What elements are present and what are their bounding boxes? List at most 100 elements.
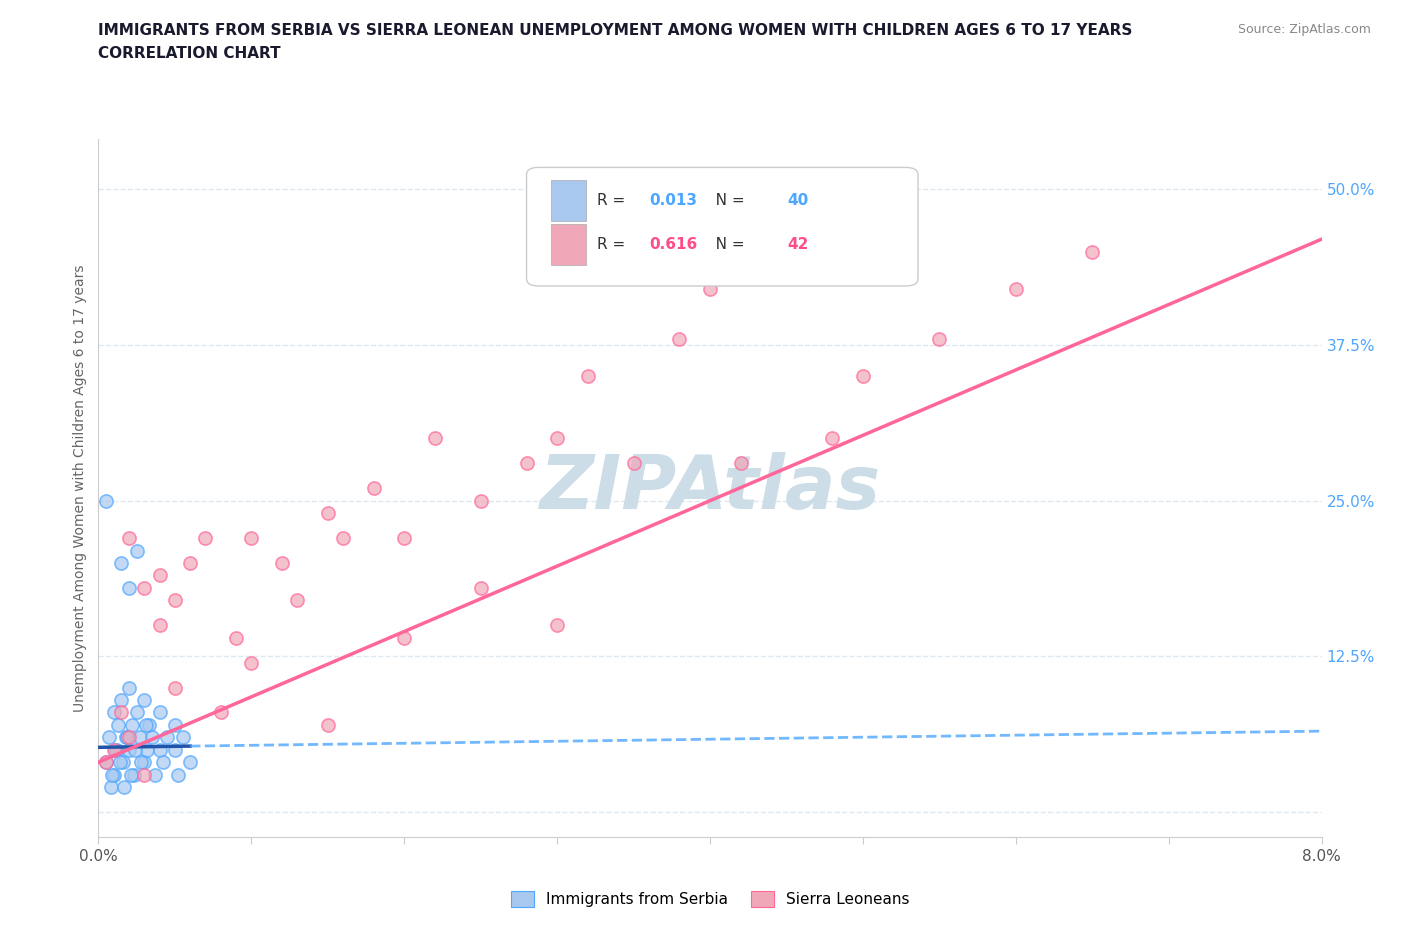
Point (163, 742, 186, 757)
Point (240, 656, 263, 671)
Point (316, 717, 339, 732)
Point (128, 730, 150, 745)
Point (516, 456, 538, 471)
Point (270, 555, 294, 570)
Point (125, 543, 148, 558)
Point (163, 680, 186, 695)
Point (121, 717, 143, 732)
Point (546, 618, 568, 632)
Point (112, 779, 135, 794)
FancyBboxPatch shape (526, 167, 918, 286)
Point (118, 730, 141, 745)
Point (363, 481, 385, 496)
Point (129, 755, 152, 770)
Text: R =: R = (598, 193, 631, 207)
Point (122, 767, 145, 782)
Point (124, 742, 146, 757)
Point (285, 593, 308, 608)
Point (118, 680, 141, 695)
Point (209, 705, 232, 720)
Text: N =: N = (702, 193, 749, 207)
Point (111, 755, 134, 770)
Point (105, 742, 128, 757)
Text: ZIPAtlas: ZIPAtlas (540, 452, 880, 525)
Text: N =: N = (702, 236, 749, 252)
Point (135, 717, 157, 732)
Point (775, 269, 797, 284)
FancyBboxPatch shape (551, 223, 586, 265)
Point (103, 767, 125, 782)
Point (143, 767, 166, 782)
Point (125, 705, 148, 720)
Text: 0.616: 0.616 (648, 236, 697, 252)
Point (699, 282, 721, 297)
Point (136, 742, 159, 757)
Legend: Immigrants from Serbia, Sierra Leoneans: Immigrants from Serbia, Sierra Leoneans (505, 884, 915, 913)
Text: 0.013: 0.013 (648, 193, 697, 207)
Point (240, 531, 263, 546)
Point (134, 693, 156, 708)
Point (852, 368, 875, 383)
Point (104, 742, 127, 757)
Point (94, 755, 117, 770)
Point (194, 531, 217, 546)
Point (94, 755, 117, 770)
Point (470, 493, 492, 508)
Point (110, 555, 132, 570)
Point (1004, 282, 1026, 297)
Point (225, 631, 247, 645)
Point (107, 717, 129, 732)
Point (101, 767, 124, 782)
Point (134, 755, 156, 770)
Point (118, 580, 141, 595)
Point (108, 755, 131, 770)
Point (149, 568, 172, 583)
Y-axis label: Unemployment Among Women with Children Ages 6 to 17 years: Unemployment Among Women with Children A… (73, 264, 87, 712)
Point (470, 580, 492, 595)
Point (576, 368, 599, 383)
Point (94, 493, 117, 508)
Point (103, 705, 125, 720)
Point (546, 431, 568, 445)
Text: 42: 42 (787, 236, 808, 252)
Text: IMMIGRANTS FROM SERBIA VS SIERRA LEONEAN UNEMPLOYMENT AMONG WOMEN WITH CHILDREN : IMMIGRANTS FROM SERBIA VS SIERRA LEONEAN… (98, 23, 1133, 38)
Point (730, 456, 752, 471)
Point (152, 755, 174, 770)
Point (149, 705, 172, 720)
Point (423, 431, 446, 445)
Point (156, 730, 179, 745)
Point (821, 431, 844, 445)
Point (163, 593, 186, 608)
Point (316, 506, 339, 521)
Text: CORRELATION CHART: CORRELATION CHART (98, 46, 281, 61)
Text: 40: 40 (787, 193, 808, 207)
Point (110, 693, 132, 708)
Point (392, 531, 416, 546)
Point (392, 631, 416, 645)
Point (149, 618, 172, 632)
FancyBboxPatch shape (551, 179, 586, 220)
Point (179, 755, 201, 770)
Point (172, 730, 194, 745)
Point (167, 767, 190, 782)
Point (149, 742, 172, 757)
Point (110, 705, 132, 720)
Point (163, 717, 186, 732)
Text: Source: ZipAtlas.com: Source: ZipAtlas.com (1237, 23, 1371, 36)
Point (134, 767, 156, 782)
Point (134, 580, 156, 595)
Point (668, 331, 690, 346)
Point (98, 730, 121, 745)
Text: R =: R = (598, 236, 631, 252)
Point (100, 779, 122, 794)
Point (928, 331, 950, 346)
Point (115, 730, 138, 745)
Point (118, 742, 141, 757)
Point (138, 717, 160, 732)
Point (117, 730, 139, 745)
Point (141, 730, 163, 745)
Point (1081, 245, 1104, 259)
Point (623, 456, 645, 471)
Point (332, 531, 354, 546)
Point (120, 767, 142, 782)
